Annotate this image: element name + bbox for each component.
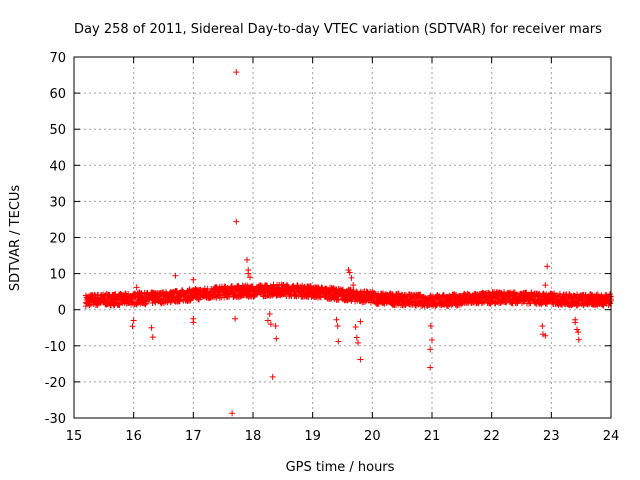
x-tick-label: 20 <box>364 429 381 444</box>
data-point-outlier <box>357 318 364 325</box>
data-point-outlier <box>264 317 271 324</box>
data-point-outlier <box>357 356 364 363</box>
data-point <box>498 289 505 296</box>
data-point-outlier <box>232 315 239 322</box>
data-point <box>485 289 492 296</box>
data-point-outlier <box>345 266 352 273</box>
data-point-outlier <box>334 322 341 329</box>
x-tick-label: 23 <box>543 429 560 444</box>
data-point-outlier <box>333 316 340 323</box>
data-point-outlier <box>353 334 360 341</box>
y-tick-label: 20 <box>49 232 66 247</box>
data-points <box>82 69 614 417</box>
y-tick-label: 30 <box>49 195 66 210</box>
data-point-outlier <box>190 276 197 283</box>
data-point-outlier <box>346 269 353 276</box>
data-point-outlier <box>352 324 359 331</box>
data-point-outlier <box>542 332 549 339</box>
data-point-outlier <box>190 319 197 326</box>
data-point-outlier <box>335 338 342 345</box>
data-point-outlier <box>266 311 273 318</box>
data-point <box>160 299 167 306</box>
y-tick-label: 60 <box>49 87 66 102</box>
data-point-outlier <box>245 270 252 277</box>
x-tick-label: 17 <box>185 429 202 444</box>
x-tick-label: 15 <box>66 429 83 444</box>
data-point-outlier <box>233 69 240 76</box>
chart-title: Day 258 of 2011, Sidereal Day-to-day VTE… <box>74 22 602 37</box>
data-point <box>607 300 614 307</box>
data-point-outlier <box>129 323 136 330</box>
data-point-outlier <box>575 329 582 336</box>
data-point-outlier <box>130 317 137 324</box>
data-point <box>335 296 342 303</box>
data-point <box>553 297 560 304</box>
y-tick-label: 70 <box>49 51 66 66</box>
data-point-outlier <box>247 274 254 281</box>
data-point-outlier <box>269 373 276 380</box>
data-point-outlier <box>572 316 579 323</box>
data-point-outlier <box>427 364 434 371</box>
data-point <box>402 292 409 299</box>
data-point-outlier <box>348 274 355 281</box>
data-point-outlier <box>542 282 549 289</box>
data-point-outlier <box>172 272 179 279</box>
data-point-outlier <box>229 410 236 417</box>
data-point <box>357 289 364 296</box>
data-point-outlier <box>539 322 546 329</box>
y-tick-label: 0 <box>58 304 66 319</box>
data-point <box>115 300 122 307</box>
data-point-outlier <box>133 284 140 291</box>
y-tick-label: -20 <box>45 376 66 391</box>
y-axis-label: SDTVAR / TECUs <box>8 185 23 292</box>
data-point-outlier <box>272 322 279 329</box>
data-point-outlier <box>387 290 394 297</box>
axes: 15 16 17 18 19 20 21 22 23 24 70 60 50 40 30 20 10 0 -10 -2… <box>45 51 620 444</box>
x-axis-label: GPS time / hours <box>286 460 395 475</box>
data-point-outlier <box>544 263 551 270</box>
data-point <box>173 288 180 295</box>
x-tick-label: 19 <box>304 429 321 444</box>
grid <box>74 57 611 418</box>
x-tick-label: 24 <box>603 429 620 444</box>
data-point-outlier <box>148 324 155 331</box>
x-tick-label: 21 <box>424 429 441 444</box>
data-point-outlier <box>355 339 362 346</box>
x-tick-label: 16 <box>125 429 142 444</box>
x-tick-label: 18 <box>245 429 262 444</box>
data-point-outlier <box>350 282 357 289</box>
y-tick-label: -10 <box>45 340 66 355</box>
data-point-outlier <box>233 218 240 225</box>
y-tick-label: 10 <box>49 268 66 283</box>
data-point-outlier <box>575 336 582 343</box>
data-point <box>556 290 563 297</box>
data-point <box>142 301 149 308</box>
y-tick-label: 50 <box>49 123 66 138</box>
data-point <box>167 299 174 306</box>
data-point <box>453 291 460 298</box>
y-tick-label: -30 <box>45 412 66 427</box>
x-tick-label: 22 <box>483 429 500 444</box>
data-point-outlier <box>573 326 580 333</box>
data-point <box>264 284 271 291</box>
data-point <box>433 300 440 307</box>
data-point-outlier <box>149 334 156 341</box>
data-point-outlier <box>427 346 434 353</box>
data-point-outlier <box>427 322 434 329</box>
data-point-outlier <box>267 321 274 328</box>
y-tick-label: 40 <box>49 159 66 174</box>
data-point <box>86 302 93 309</box>
data-point-outlier <box>136 289 143 296</box>
data-point-outlier <box>244 256 251 263</box>
data-point-outlier <box>429 337 435 344</box>
data-point-outlier <box>273 335 280 342</box>
data-point <box>602 291 609 298</box>
